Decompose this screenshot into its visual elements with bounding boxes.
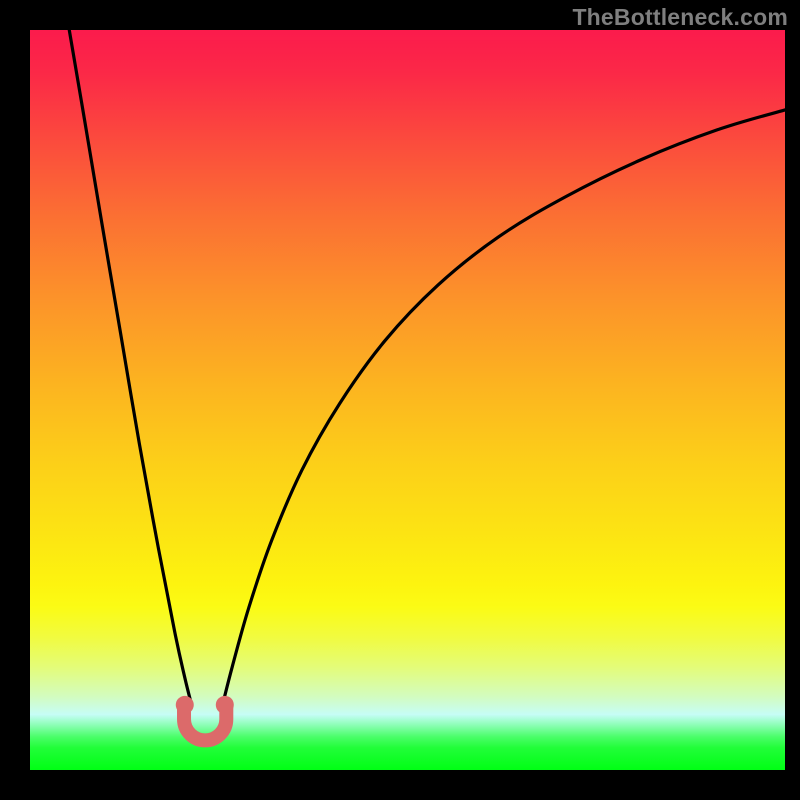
minimum-marker-dot xyxy=(176,696,194,714)
chart-frame: TheBottleneck.com xyxy=(0,0,800,800)
minimum-marker-dot xyxy=(216,696,234,714)
watermark-text: TheBottleneck.com xyxy=(572,4,788,31)
chart-background xyxy=(30,30,785,770)
bottleneck-curve-chart xyxy=(30,30,785,770)
